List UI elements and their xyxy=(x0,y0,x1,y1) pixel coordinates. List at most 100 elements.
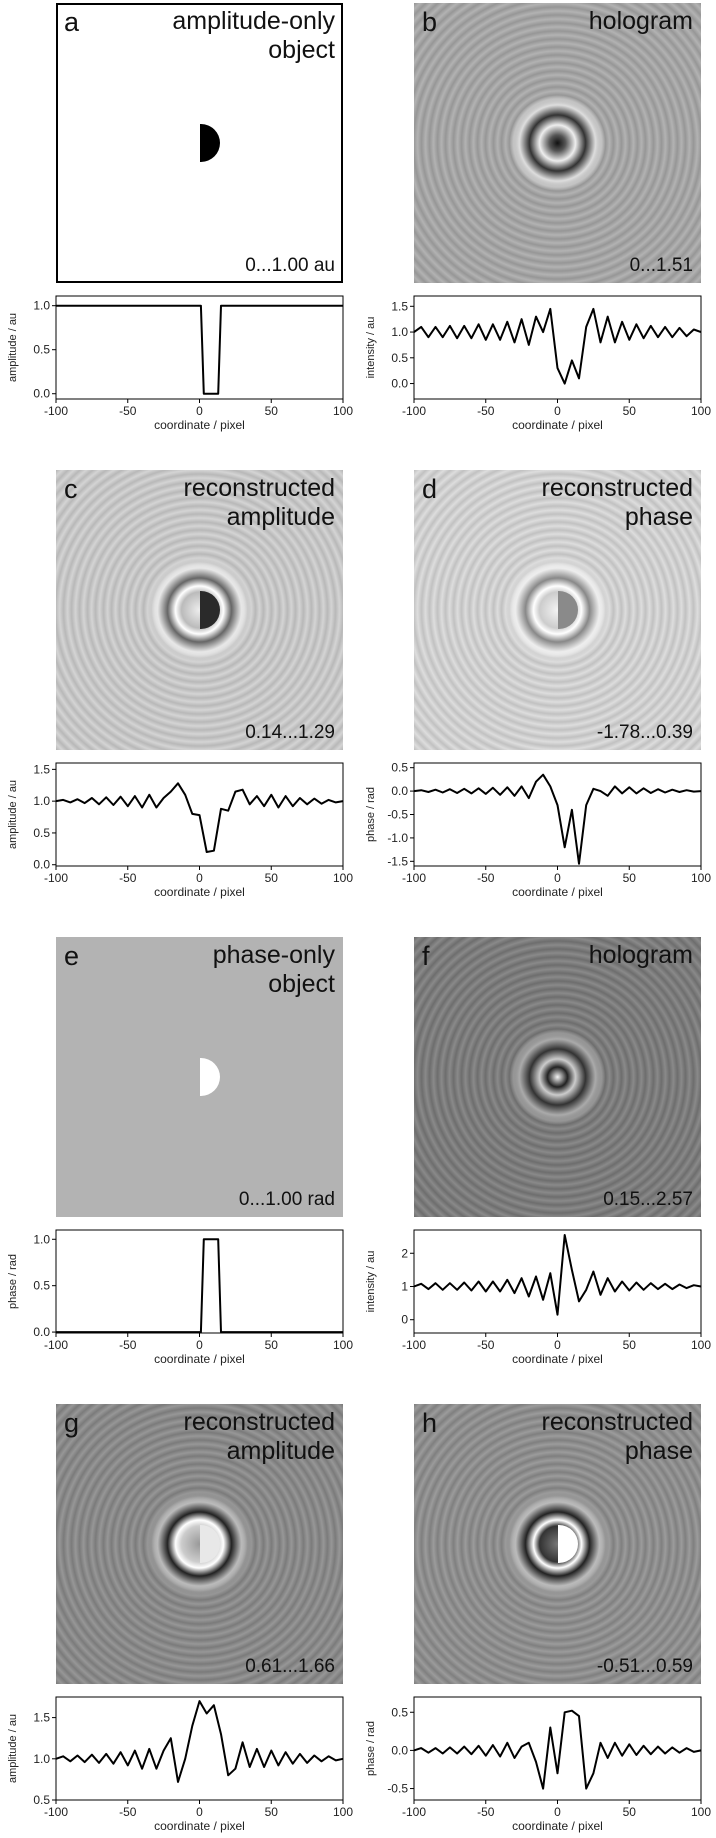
y-tick-label: 0.0 xyxy=(391,1743,408,1757)
x-tick-label: 0 xyxy=(196,404,203,418)
data-line xyxy=(55,782,344,853)
value-range: 0.61...1.66 xyxy=(245,1656,335,1677)
y-tick-label: 1.0 xyxy=(33,794,50,808)
y-tick-label: 0.5 xyxy=(391,1705,408,1719)
y-tick-label: 0.5 xyxy=(391,351,408,365)
x-tick-label: 100 xyxy=(333,404,353,418)
plot-frame xyxy=(413,1696,702,1801)
panel-title: phase-only xyxy=(212,941,335,969)
x-tick-label: 100 xyxy=(691,404,711,418)
panel-title: reconstructed xyxy=(183,474,335,502)
x-axis-title: coordinate / pixel xyxy=(512,1819,603,1833)
x-axis-title: coordinate / pixel xyxy=(154,1819,245,1833)
y-tick-label: -0.5 xyxy=(387,1782,408,1796)
panel-label: c xyxy=(64,474,78,504)
panel-title: hologram xyxy=(588,7,693,35)
x-tick-label: -50 xyxy=(477,1805,495,1819)
x-tick-label: -50 xyxy=(477,1338,495,1352)
x-tick-label: 0 xyxy=(196,1338,203,1352)
y-tick-label: 0.5 xyxy=(33,343,50,357)
panel-title: phase xyxy=(624,503,693,531)
plot-frame xyxy=(413,1229,702,1334)
y-axis-title: phase / rad xyxy=(365,1721,377,1776)
x-tick-label: 100 xyxy=(333,1805,353,1819)
y-tick-label: 1.0 xyxy=(391,325,408,339)
plot-frame xyxy=(55,1229,344,1334)
y-axis-title: intensity / au xyxy=(365,317,377,379)
image-panel xyxy=(414,3,701,283)
panel-title: amplitude xyxy=(226,503,335,531)
y-tick-label: 0.5 xyxy=(33,826,50,840)
x-tick-label: 50 xyxy=(623,404,637,418)
y-tick-label: 0.5 xyxy=(33,1793,50,1807)
x-tick-label: 100 xyxy=(691,1805,711,1819)
x-tick-label: 50 xyxy=(623,1805,637,1819)
y-tick-label: -0.5 xyxy=(387,808,408,822)
panel-label: d xyxy=(422,474,438,504)
panel-title: reconstructed xyxy=(541,1408,693,1436)
panel-title: reconstructed xyxy=(541,474,693,502)
data-line xyxy=(55,1700,344,1783)
y-tick-label: 1.5 xyxy=(33,1711,50,1725)
panel-title: amplitude-only xyxy=(172,7,335,35)
panel-title: phase xyxy=(624,1437,693,1465)
x-tick-label: 0 xyxy=(554,404,561,418)
x-tick-label: -100 xyxy=(44,871,68,885)
y-axis-title: intensity / au xyxy=(365,1251,377,1313)
x-axis-title: coordinate / pixel xyxy=(154,885,245,899)
panel-title: amplitude xyxy=(226,1437,335,1465)
plot-frame xyxy=(55,295,344,400)
object-half-disk xyxy=(199,124,220,162)
x-tick-label: 100 xyxy=(691,1338,711,1352)
image-panel xyxy=(56,1404,343,1684)
x-tick-label: 100 xyxy=(333,1338,353,1352)
y-tick-label: -1.0 xyxy=(387,831,408,845)
y-tick-label: 1 xyxy=(401,1279,408,1293)
y-tick-label: 0 xyxy=(401,1313,408,1327)
x-axis-title: coordinate / pixel xyxy=(512,885,603,899)
x-tick-label: -50 xyxy=(119,404,137,418)
value-range: 0...1.00 rad xyxy=(238,1189,335,1210)
y-tick-label: 1.0 xyxy=(33,299,50,313)
image-panel xyxy=(56,470,343,750)
x-tick-label: -100 xyxy=(44,1338,68,1352)
y-tick-label: 0.0 xyxy=(391,377,408,391)
x-tick-label: 50 xyxy=(265,871,279,885)
x-tick-label: 100 xyxy=(691,871,711,885)
x-tick-label: -100 xyxy=(402,1805,426,1819)
x-tick-label: 50 xyxy=(265,1805,279,1819)
panel-label: f xyxy=(422,941,430,971)
x-tick-label: -50 xyxy=(119,871,137,885)
y-tick-label: 0.0 xyxy=(33,387,50,401)
x-tick-label: 50 xyxy=(265,1338,279,1352)
y-axis-title: amplitude / au xyxy=(7,780,19,849)
value-range: 0.15...2.57 xyxy=(603,1189,693,1210)
value-range: -1.78...0.39 xyxy=(596,722,693,743)
y-tick-label: -1.5 xyxy=(387,854,408,868)
y-tick-label: 0.0 xyxy=(391,784,408,798)
object-half-disk xyxy=(199,591,220,629)
value-range: -0.51...0.59 xyxy=(596,1656,693,1677)
x-tick-label: 50 xyxy=(265,404,279,418)
panel-label: b xyxy=(422,7,438,37)
image-panel xyxy=(414,937,701,1217)
x-tick-label: -100 xyxy=(402,1338,426,1352)
panel-label: e xyxy=(64,941,80,971)
data-line xyxy=(413,1234,702,1316)
y-tick-label: 1.0 xyxy=(33,1232,50,1246)
x-tick-label: 0 xyxy=(554,1338,561,1352)
plot-frame xyxy=(55,1696,344,1801)
x-axis-title: coordinate / pixel xyxy=(512,418,603,432)
y-tick-label: 0.0 xyxy=(33,1325,50,1339)
value-range: 0.14...1.29 xyxy=(245,722,335,743)
x-tick-label: 0 xyxy=(554,871,561,885)
data-line xyxy=(413,1709,702,1790)
x-tick-label: 100 xyxy=(333,871,353,885)
panel-label: h xyxy=(422,1408,438,1438)
plot-frame xyxy=(413,295,702,400)
data-line xyxy=(56,304,343,395)
x-tick-label: -50 xyxy=(477,404,495,418)
x-tick-label: 0 xyxy=(196,871,203,885)
